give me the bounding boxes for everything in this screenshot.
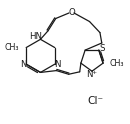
- Text: CH₃: CH₃: [5, 43, 19, 52]
- Text: N: N: [54, 60, 61, 69]
- Text: HN: HN: [29, 32, 42, 41]
- Text: CH₃: CH₃: [110, 59, 124, 68]
- Text: N: N: [20, 60, 27, 69]
- Text: Cl⁻: Cl⁻: [88, 96, 104, 106]
- Text: S: S: [99, 44, 105, 53]
- Text: O: O: [68, 8, 75, 17]
- Text: N⁺: N⁺: [86, 70, 98, 79]
